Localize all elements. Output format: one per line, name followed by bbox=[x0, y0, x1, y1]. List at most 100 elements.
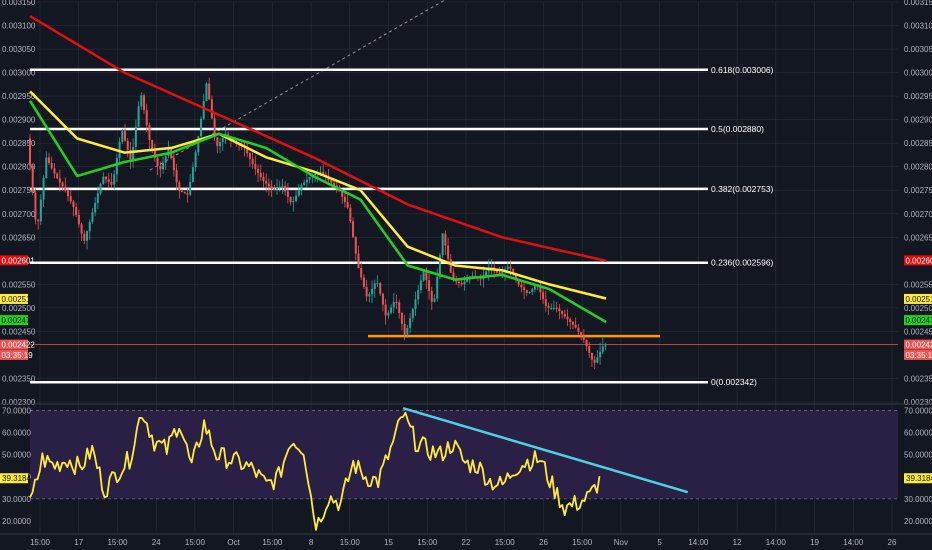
candle-body bbox=[333, 182, 336, 186]
candle-body bbox=[194, 152, 197, 168]
candle-body bbox=[596, 357, 599, 363]
candle-body bbox=[520, 284, 523, 288]
rsi-value-badge-right-text: 39.3184 bbox=[906, 474, 932, 483]
rsi-band bbox=[30, 410, 898, 499]
y-tick-label-right: 0.002900 bbox=[904, 116, 932, 125]
candle-body bbox=[517, 279, 520, 285]
rsi-value-badge-left bbox=[0, 473, 28, 484]
y-tick-label-left: 0.002450 bbox=[2, 327, 36, 336]
fib-label: 0.382(0.002753) bbox=[711, 184, 774, 194]
y-tick-label-right: 0.003100 bbox=[904, 22, 932, 31]
candle-body bbox=[86, 231, 89, 241]
rsi-y-tick-label-left: 20.0000 bbox=[2, 517, 31, 526]
x-tick-label: 15:00 bbox=[572, 538, 593, 547]
candle-body bbox=[278, 186, 281, 189]
candle-body bbox=[485, 271, 488, 276]
price-badge-left bbox=[0, 293, 28, 304]
y-tick-label-left: 0.003050 bbox=[2, 45, 36, 54]
candle-body bbox=[349, 207, 352, 222]
candle-body bbox=[286, 191, 289, 197]
rsi-y-tick-label-left: 70.0000 bbox=[2, 406, 31, 415]
rsi-y-tick-label-left: 30.0000 bbox=[2, 495, 31, 504]
candle-body bbox=[582, 335, 585, 340]
candle-body bbox=[259, 172, 262, 177]
x-tick-label: 26 bbox=[888, 538, 897, 547]
rsi-line bbox=[29, 411, 601, 531]
candle-body bbox=[438, 255, 441, 277]
candle-body bbox=[172, 157, 175, 171]
candle-body bbox=[514, 274, 517, 280]
candle-body bbox=[45, 157, 48, 178]
candle-body bbox=[227, 133, 230, 137]
candle-body bbox=[403, 323, 406, 335]
candle-body bbox=[501, 272, 504, 275]
y-tick-label-left: 0.003100 bbox=[2, 22, 36, 31]
rsi-y-tick-label-right: 30.0000 bbox=[904, 495, 932, 504]
price-badge-left-text: 0.002601 bbox=[2, 256, 36, 265]
candle-body bbox=[276, 188, 279, 190]
candle-body bbox=[550, 307, 553, 309]
y-tick-label-right: 0.002450 bbox=[904, 327, 932, 336]
candle-body bbox=[53, 168, 56, 174]
x-tick-label: 14:00 bbox=[843, 538, 864, 547]
price-badge-left bbox=[0, 349, 28, 360]
candle-body bbox=[590, 352, 593, 360]
candle-body bbox=[343, 196, 346, 203]
candle-body bbox=[441, 233, 444, 256]
candle-body bbox=[365, 286, 368, 297]
candle-body bbox=[191, 167, 194, 182]
candle-body bbox=[200, 118, 203, 137]
y-tick-label-left: 0.002300 bbox=[2, 398, 36, 407]
candle-body bbox=[417, 290, 420, 300]
candle-body bbox=[254, 164, 257, 169]
candle-body bbox=[281, 186, 284, 187]
candle-body bbox=[151, 139, 154, 150]
x-tick-label: 5 bbox=[657, 538, 662, 547]
y-tick-label-right: 0.002950 bbox=[904, 92, 932, 101]
candle-body bbox=[490, 267, 493, 269]
candle-body bbox=[604, 345, 607, 347]
candle-body bbox=[48, 157, 51, 163]
price-badge-left-text: 03:35:19 bbox=[2, 351, 34, 360]
x-tick-label: 15:00 bbox=[417, 538, 438, 547]
price-badge-right bbox=[904, 293, 932, 304]
price-badge-left-text: 0.002474 bbox=[2, 316, 36, 325]
candle-body bbox=[525, 290, 528, 293]
candle-body bbox=[455, 280, 458, 282]
candle-body bbox=[373, 283, 376, 289]
price-badge-right-text: 0.002519 bbox=[906, 295, 932, 304]
rsi-y-tick-label-right: 20.0000 bbox=[904, 517, 932, 526]
candle-body bbox=[91, 212, 94, 222]
candle-body bbox=[178, 182, 181, 191]
candle-body bbox=[319, 171, 322, 173]
candle-body bbox=[558, 308, 561, 312]
candle-body bbox=[205, 83, 208, 102]
candle-body bbox=[197, 136, 200, 153]
x-tick-label: 8 bbox=[309, 538, 314, 547]
candle-body bbox=[37, 219, 40, 222]
candle-body bbox=[466, 278, 469, 282]
y-tick-label-left: 0.002950 bbox=[2, 92, 36, 101]
x-tick-label: 14:00 bbox=[688, 538, 709, 547]
candle-body bbox=[67, 190, 70, 197]
candle-body bbox=[599, 351, 602, 358]
candle-body bbox=[444, 233, 447, 246]
rsi-y-tick-label-left: 50.0000 bbox=[2, 451, 31, 460]
candle-body bbox=[322, 171, 325, 175]
candle-body bbox=[50, 162, 53, 169]
candle-body bbox=[83, 233, 86, 241]
x-tick-label: 15:00 bbox=[262, 538, 283, 547]
candle-body bbox=[384, 304, 387, 316]
candle-body bbox=[208, 83, 211, 100]
price-badge-right bbox=[904, 339, 932, 350]
candle-body bbox=[189, 182, 192, 195]
candle-body bbox=[61, 182, 64, 187]
candle-body bbox=[183, 192, 186, 194]
candle-body bbox=[601, 346, 604, 352]
y-tick-label-right: 0.002500 bbox=[904, 304, 932, 313]
candle-body bbox=[69, 196, 72, 202]
candle-body bbox=[392, 302, 395, 308]
candle-body bbox=[509, 266, 512, 269]
y-tick-label-right: 0.002300 bbox=[904, 398, 932, 407]
